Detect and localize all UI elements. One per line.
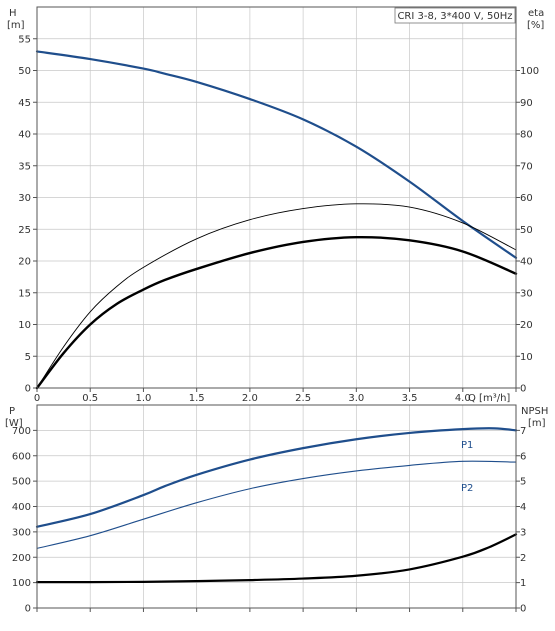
x-tick-label: 2.5	[295, 393, 311, 404]
upper-right-tick-label: 80	[520, 130, 533, 141]
upper-right-tick-label: 60	[520, 193, 533, 204]
x-tick-label: 0	[34, 393, 40, 404]
lower-right-tick-label: 5	[520, 477, 526, 488]
upper-left-tick-label: 40	[18, 130, 31, 141]
lower-left-tick-label: 0	[25, 604, 31, 615]
lower-right-tick-label: 3	[520, 527, 526, 538]
upper-right-tick-label: 90	[520, 98, 533, 109]
lower-plot: 0 100 200 300 400 500 600 700 0 1 2 3 4 5 6 7	[12, 426, 526, 615]
npsh-axis-label: NPSH	[521, 406, 548, 417]
upper-grid	[37, 7, 517, 388]
lower-right-tick-label: 7	[520, 426, 526, 437]
upper-right-tick-label: 100	[520, 66, 539, 77]
upper-right-tick-label: 50	[520, 225, 533, 236]
head-axis-label: H	[9, 8, 17, 19]
upper-right-tick-label: 70	[520, 161, 533, 172]
upper-right-tick-label: 30	[520, 288, 533, 299]
x-tick-label: 1.0	[135, 393, 151, 404]
p1-label: P1	[461, 440, 473, 451]
title-box	[394, 7, 516, 24]
upper-right-tick-label: 40	[520, 257, 533, 268]
lower-left-tick-label: 100	[12, 578, 31, 589]
upper-left-tick-label: 20	[18, 257, 31, 268]
lower-right-tick-label: 4	[520, 502, 526, 513]
upper-right-tick-label: 0	[520, 384, 526, 395]
lower-right-tick-label: 2	[520, 553, 526, 564]
eta-axis-label: eta	[528, 8, 544, 19]
x-tick-label: 2.0	[242, 393, 258, 404]
x-tick-label: 3.0	[348, 393, 364, 404]
lower-left-tick-label: 200	[12, 553, 31, 564]
power-axis-unit: [W]	[5, 418, 23, 429]
upper-left-tick-label: 5	[25, 352, 31, 363]
npsh-axis-unit: [m]	[528, 418, 546, 429]
upper-right-tick-label: 20	[520, 320, 533, 331]
x-tick-label: 4.0	[455, 393, 471, 404]
upper-left-tick-label: 55	[18, 34, 31, 45]
upper-plot-frame	[36, 6, 517, 389]
lower-series-line-p2	[36, 460, 517, 549]
upper-left-tick-label: 50	[18, 66, 31, 77]
chart-title: CRI 3-8, 3*400 V, 50Hz	[397, 11, 512, 22]
lower-plot-frame	[36, 404, 517, 609]
lower-left-tick-label: 500	[12, 477, 31, 488]
lower-right-tick-label: 1	[520, 578, 526, 589]
upper-left-tick-label: 35	[18, 161, 31, 172]
upper-left-tick-label: 45	[18, 98, 31, 109]
lower-left-tick-label: 300	[12, 527, 31, 538]
lower-left-tick-label: 600	[12, 451, 31, 462]
p2-label: P2	[461, 483, 473, 494]
upper-left-tick-label: 25	[18, 225, 31, 236]
lower-left-tick-label: 400	[12, 502, 31, 513]
head-axis-unit: [m]	[7, 20, 25, 31]
eta-axis-unit: [%]	[527, 20, 544, 31]
upper-left-tick-label: 0	[25, 384, 31, 395]
lower-series-line-npsh	[35, 533, 518, 584]
x-tick-label: 1.5	[189, 393, 205, 404]
upper-left-tick-label: 15	[18, 288, 31, 299]
upper-left-tick-label: 10	[18, 320, 31, 331]
power-axis-label: P	[9, 406, 15, 417]
lower-right-tick-label: 6	[520, 451, 526, 462]
upper-series-line-head	[35, 50, 518, 259]
flow-axis-label: Q [m³/h]	[468, 393, 510, 404]
upper-right-tick-label: 10	[520, 352, 533, 363]
upper-left-tick-label: 30	[18, 193, 31, 204]
lower-series-line-p1	[35, 427, 518, 528]
upper-plot: 0 5 10 15 20 25 30 35 40 45 50 55 0 10 20 30 40 50 60 70 80 9…	[18, 34, 539, 404]
x-tick-label: 0.5	[82, 393, 98, 404]
upper-series-line-eta-thick	[35, 235, 518, 390]
lower-left-tick-label: 700	[12, 426, 31, 437]
upper-series-line-eta-thin	[36, 203, 517, 389]
lower-right-tick-label: 0	[520, 604, 526, 615]
x-tick-label: 3.5	[402, 393, 418, 404]
